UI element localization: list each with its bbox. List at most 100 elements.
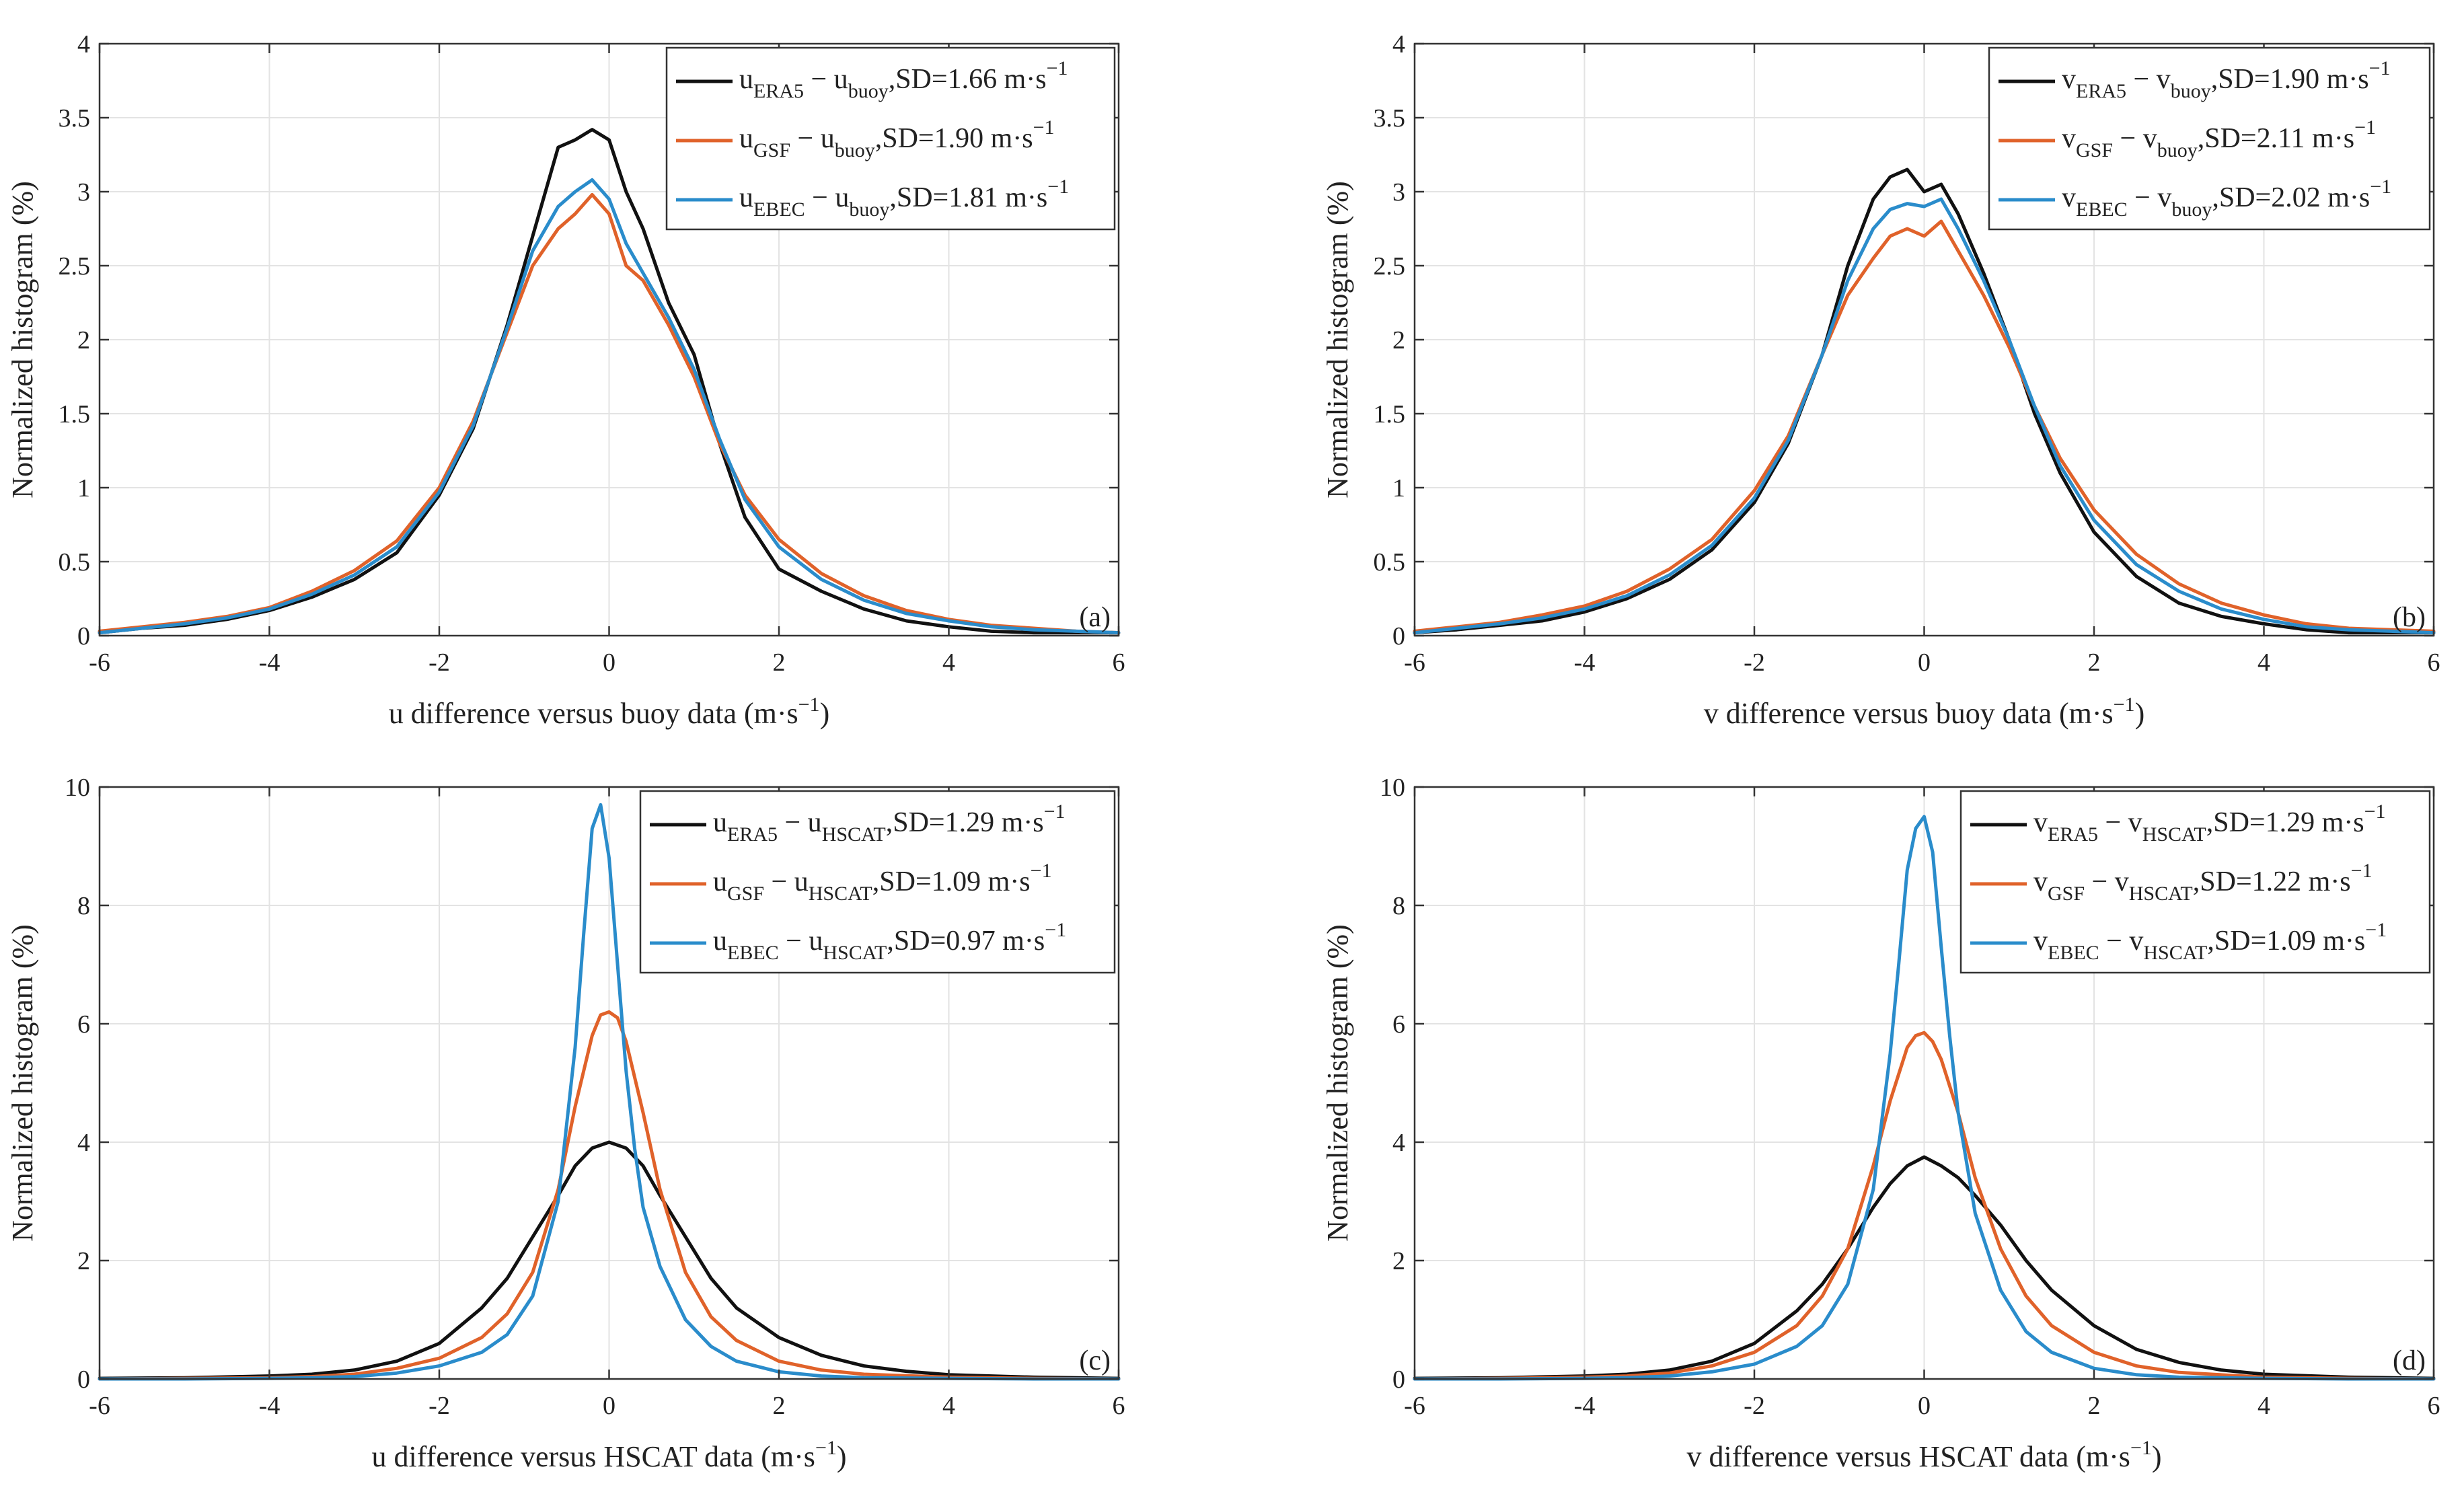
- legend: uERA5 − uHSCAT,SD=1.29 m·s−1 uGSF − uHSCA…: [639, 790, 1116, 974]
- series-line-ebec: [98, 802, 1121, 1381]
- x-tick-label: 6: [2428, 648, 2440, 677]
- x-tick-label: -2: [1744, 648, 1765, 677]
- y-tick-label: 0.5: [59, 548, 91, 576]
- y-tick-label: 3: [77, 178, 90, 207]
- series-line-ebec: [98, 178, 1121, 635]
- y-axis-label: Normalized histogram (%): [1321, 924, 1354, 1242]
- series-line-era5: [98, 1140, 1121, 1380]
- y-tick-label: 1.5: [59, 400, 91, 428]
- x-tick-label: -4: [1574, 648, 1596, 677]
- x-tick-label: -4: [259, 1392, 281, 1420]
- x-tick-label: -6: [1404, 648, 1425, 677]
- x-tick-label: -2: [428, 648, 450, 677]
- series-line-gsf: [98, 1010, 1121, 1381]
- y-tick-label: 2.5: [1374, 252, 1406, 280]
- x-axis-label: v difference versus buoy data (m·s−1): [1704, 694, 2144, 730]
- x-tick-label: -4: [259, 648, 281, 677]
- y-tick-label: 1: [77, 474, 90, 502]
- legend: uERA5 − ubuoy,SD=1.66 m·s−1 uGSF − ubuoy,…: [665, 46, 1116, 231]
- y-tick-label: 0: [1392, 1366, 1405, 1394]
- legend-box: [1988, 46, 2431, 231]
- x-tick-label: -6: [89, 1392, 110, 1420]
- x-tick-label: 0: [1918, 1392, 1931, 1420]
- panel-label: (c): [1079, 1345, 1111, 1376]
- y-tick-label: 3.5: [1374, 104, 1406, 133]
- legend-entry-gsf: uGSF − ubuoy,SD=1.90 m·s−1: [739, 116, 1055, 161]
- panel-b: -6 -4 -2 0 2 4 6 0 0.5 1 1.5 2 2.5 3 3.5 4 v difference …: [1321, 30, 2440, 730]
- y-tick-label: 0: [77, 1366, 90, 1394]
- x-tick-label: 6: [1113, 648, 1125, 677]
- y-tick-label: 2.5: [59, 252, 91, 280]
- legend-entry-ebec: vEBEC − vHSCAT,SD=1.09 m·s−1: [2033, 919, 2387, 964]
- y-tick-label: 2: [1392, 1247, 1405, 1275]
- y-tick-label: 4: [1392, 1129, 1405, 1157]
- x-tick-label: 2: [2088, 1392, 2101, 1420]
- x-tick-label: 2: [773, 1392, 786, 1420]
- x-tick-label: 6: [1113, 1392, 1125, 1420]
- y-tick-label: 4: [77, 1129, 90, 1157]
- legend-entry-era5: uERA5 − ubuoy,SD=1.66 m·s−1: [739, 57, 1068, 102]
- legend: vERA5 − vbuoy,SD=1.90 m·s−1 vGSF − vbuoy,…: [1988, 46, 2431, 231]
- series-line-gsf: [1413, 219, 2436, 633]
- x-tick-label: -6: [1404, 1392, 1425, 1420]
- y-tick-label: 0.5: [1374, 548, 1406, 576]
- x-tick-label: 6: [2428, 1392, 2440, 1420]
- x-tick-label: -2: [1744, 1392, 1765, 1420]
- y-axis-label: Normalized histogram (%): [1321, 181, 1354, 498]
- panel-d: -6 -4 -2 0 2 4 6 0 2 4 6 8 10 v difference versus HSC…: [1321, 774, 2440, 1473]
- y-tick-label: 1.5: [1374, 400, 1406, 428]
- legend-entry-era5: uERA5 − uHSCAT,SD=1.29 m·s−1: [713, 800, 1066, 846]
- x-tick-label: -6: [89, 648, 110, 677]
- y-tick-label: 2: [77, 326, 90, 354]
- x-axis-label: u difference versus buoy data (m·s−1): [389, 694, 829, 730]
- legend-box: [639, 790, 1116, 974]
- legend-entry-gsf: vGSF − vbuoy,SD=2.11 m·s−1: [2062, 116, 2376, 161]
- x-tick-label: -2: [428, 1392, 450, 1420]
- y-tick-label: 6: [77, 1010, 90, 1039]
- y-tick-label: 0: [77, 622, 90, 650]
- panel-c: -6 -4 -2 0 2 4 6 0 2 4 6 8 10 u difference versus HSC…: [6, 774, 1125, 1473]
- legend-entry-ebec: uEBEC − ubuoy,SD=1.81 m·s−1: [739, 176, 1069, 221]
- x-tick-label: 4: [2257, 1392, 2270, 1420]
- y-tick-label: 0: [1392, 622, 1405, 650]
- series-line-gsf: [1413, 1031, 2436, 1381]
- x-tick-label: -4: [1574, 1392, 1596, 1420]
- x-tick-label: 2: [773, 648, 786, 677]
- y-tick-label: 6: [1392, 1010, 1405, 1039]
- y-tick-label: 1: [1392, 474, 1405, 502]
- series-line-ebec: [1413, 197, 2436, 635]
- y-tick-label: 8: [77, 892, 90, 920]
- series-line-era5: [98, 128, 1121, 635]
- x-tick-label: 4: [942, 648, 955, 677]
- legend-entry-era5: vERA5 − vHSCAT,SD=1.29 m·s−1: [2033, 800, 2386, 846]
- y-tick-label: 8: [1392, 892, 1405, 920]
- x-tick-label: 0: [603, 648, 615, 677]
- panel-a: -6 -4 -2 0 2 4 6 0 0.5 1 1.5 2 2.5 3 3.5 4 u difference …: [6, 30, 1125, 730]
- y-tick-label: 3.5: [59, 104, 91, 133]
- legend: vERA5 − vHSCAT,SD=1.29 m·s−1 vGSF − vHSCA…: [1959, 790, 2431, 974]
- series-line-ebec: [1413, 815, 2436, 1381]
- y-tick-label: 10: [1380, 774, 1405, 802]
- legend-entry-ebec: uEBEC − uHSCAT,SD=0.97 m·s−1: [713, 919, 1066, 964]
- y-axis-label: Normalized histogram (%): [6, 924, 39, 1242]
- legend-entry-gsf: vGSF − vHSCAT,SD=1.22 m·s−1: [2033, 860, 2373, 905]
- legend-entry-ebec: vEBEC − vbuoy,SD=2.02 m·s−1: [2062, 176, 2391, 221]
- panel-label: (d): [2393, 1345, 2426, 1376]
- series-line-gsf: [98, 192, 1121, 635]
- y-tick-label: 2: [77, 1247, 90, 1275]
- y-tick-label: 4: [1392, 30, 1405, 59]
- x-tick-label: 4: [942, 1392, 955, 1420]
- y-tick-label: 4: [77, 30, 90, 59]
- y-axis-label: Normalized histogram (%): [6, 181, 39, 498]
- x-tick-label: 0: [1918, 648, 1931, 677]
- series-line-era5: [1413, 167, 2436, 635]
- legend-entry-gsf: uGSF − uHSCAT,SD=1.09 m·s−1: [713, 860, 1052, 905]
- x-axis-label: u difference versus HSCAT data (m·s−1): [371, 1437, 846, 1473]
- legend-box: [665, 46, 1116, 231]
- y-tick-label: 10: [65, 774, 90, 802]
- x-axis-label: v difference versus HSCAT data (m·s−1): [1686, 1437, 2161, 1473]
- x-tick-label: 4: [2257, 648, 2270, 677]
- panel-label: (a): [1079, 602, 1111, 633]
- panel-label: (b): [2393, 602, 2426, 633]
